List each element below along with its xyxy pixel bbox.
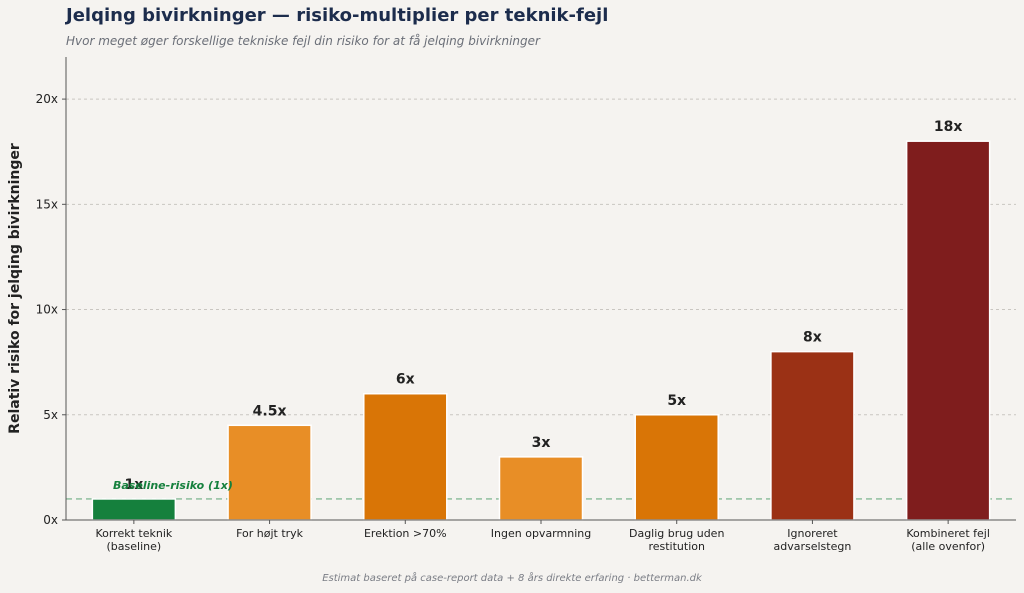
bar [91, 498, 177, 521]
footer-note: Estimat baseret på case-report data + 8 … [322, 573, 702, 584]
x-category-label: Korrekt teknik [95, 527, 172, 540]
bar [498, 456, 584, 521]
bar [905, 140, 991, 521]
x-category-label: For højt tryk [236, 527, 304, 540]
bar [770, 350, 855, 521]
x-category-label: Ignoreret [787, 527, 838, 540]
axes [62, 57, 1016, 524]
y-axis-label: Relativ risiko for jelqing bivirkninger [7, 143, 23, 434]
bar [363, 392, 448, 521]
baseline-label: Baseline-risiko (1x) [113, 479, 233, 492]
bar-value-label: 18x [934, 119, 963, 135]
x-category-label: (baseline) [107, 540, 162, 553]
y-tick-label: 10x [36, 303, 58, 317]
bar-value-label: 4.5x [253, 403, 287, 419]
y-tick-label: 20x [36, 92, 58, 106]
x-category-label: Daglig brug uden [629, 527, 724, 540]
x-category-label: Erektion >70% [364, 527, 447, 540]
gridlines [66, 98, 1016, 416]
bars [91, 140, 991, 521]
x-category-label: Ingen opvarmning [491, 527, 591, 540]
y-tick-label: 5x [43, 408, 58, 422]
bar-value-label: 5x [667, 393, 686, 409]
y-tick-label: 15x [36, 197, 58, 211]
y-tick-label: 0x [43, 513, 58, 527]
bar-value-label: 3x [532, 435, 551, 451]
x-category-label: (alle ovenfor) [911, 540, 985, 553]
x-category-label: Kombineret fejl [906, 527, 990, 540]
bar-value-label: 8x [803, 330, 822, 346]
chart-subtitle: Hvor meget øger forskellige tekniske fej… [66, 34, 540, 48]
bar [634, 414, 719, 521]
bar [227, 424, 312, 521]
bar-value-label: 6x [396, 372, 415, 388]
bar-value-label: 1x [124, 477, 143, 493]
labels: 0x 5x 10x 15x 20x 1x Korrekt teknik(baseline) 4… [7, 92, 990, 553]
x-category-label: advarselstegn [774, 540, 852, 553]
x-category-label: restitution [648, 540, 705, 553]
chart-title: Jelqing bivirkninger — risiko-multiplier… [66, 5, 609, 26]
